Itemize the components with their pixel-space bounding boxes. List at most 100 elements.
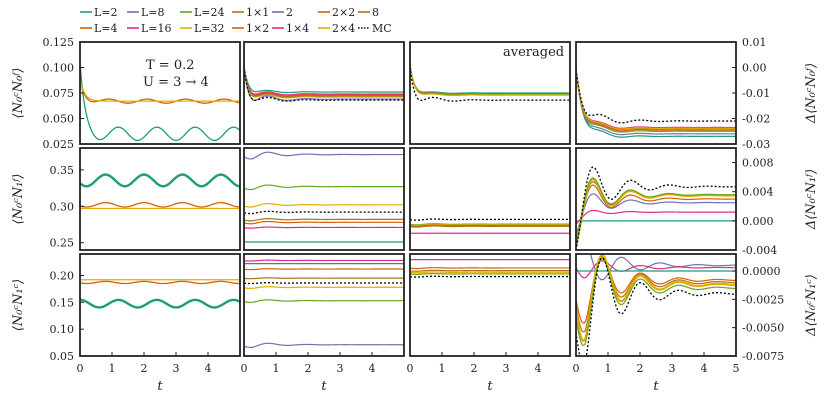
- y-tick-label: 0.10: [50, 323, 75, 336]
- x-tick-label: 1: [605, 362, 612, 375]
- x-tick-label: 0: [241, 362, 248, 375]
- legend-item: L=16: [127, 22, 172, 35]
- series-line: [244, 277, 404, 280]
- y-tick-label: 0.008: [742, 157, 774, 170]
- y-tick-label: 0.100: [43, 62, 75, 75]
- panel-frame: [409, 253, 571, 357]
- panel-background: [576, 254, 736, 356]
- series-line: [244, 342, 404, 349]
- panel-series: [410, 259, 570, 278]
- panel-series: [576, 68, 736, 138]
- y-tick-label: 0.15: [50, 296, 75, 309]
- panel-frame: [575, 147, 737, 251]
- x-tick-label: 0: [77, 362, 84, 375]
- series-line: [80, 173, 240, 188]
- series-line: [576, 68, 736, 132]
- y-axis-label-left: ⟨N₀ᶜN₁ᶜ⟩: [11, 279, 26, 331]
- series-line: [410, 267, 570, 270]
- x-tick-label: 4: [535, 362, 542, 375]
- panel-r0-c0: [79, 41, 241, 145]
- series-line: [410, 275, 570, 278]
- panel-series: [244, 151, 404, 243]
- y-tick-label: 0.00: [742, 62, 767, 75]
- legend-label: 1×4: [286, 22, 309, 35]
- panel-r1-c1: [243, 147, 405, 251]
- legend-item: 2×4: [318, 22, 355, 35]
- legend-item: L=32: [180, 22, 225, 35]
- y-tick-label: -0.0075: [742, 350, 784, 363]
- series-line: [244, 67, 404, 101]
- series-line: [410, 66, 570, 102]
- legend-label: L=8: [141, 6, 165, 19]
- legend-label: L=4: [94, 22, 118, 35]
- y-tick-label: 0.01: [742, 36, 767, 49]
- y-tick-label: -0.03: [742, 138, 770, 151]
- panel-series: [576, 166, 736, 250]
- legend-label: 8: [372, 6, 379, 19]
- y-tick-label: 0.000: [742, 215, 774, 228]
- y-tick-label: 0.004: [742, 186, 774, 199]
- series-line: [576, 257, 736, 356]
- series-line: [410, 218, 570, 221]
- panel-series: [576, 254, 736, 356]
- series-line: [244, 226, 404, 229]
- y-axis-label-right: Δ⟨N₀ᶜN₁ᶜ⟩: [804, 274, 819, 337]
- x-tick-label: 1: [273, 362, 280, 375]
- x-tick-label: 3: [173, 362, 180, 375]
- panel-frame: [409, 147, 571, 251]
- series-line: [410, 225, 570, 228]
- legend-item: 2: [272, 6, 293, 19]
- panel-series: [80, 279, 240, 309]
- panel-background: [80, 148, 240, 250]
- legend-label: L=24: [194, 6, 225, 19]
- panel-frame: [243, 253, 405, 357]
- legend-label: 2×4: [332, 22, 355, 35]
- legend-label: 2×2: [332, 6, 355, 19]
- series-line: [244, 66, 404, 98]
- panel-r1-c3: [575, 147, 737, 251]
- y-tick-label: 0.075: [43, 87, 75, 100]
- panel-background: [410, 148, 570, 250]
- series-line: [589, 254, 736, 281]
- series-line: [244, 203, 404, 208]
- y-tick-label: 0.050: [43, 113, 75, 126]
- panel-frame: [243, 41, 405, 145]
- x-axis-label: t: [653, 379, 659, 394]
- y-tick-label: 0.30: [50, 200, 75, 213]
- series-line: [410, 269, 570, 272]
- series-line: [410, 223, 570, 226]
- panel-r0-c2: [409, 41, 571, 145]
- panel-frame: [79, 147, 241, 251]
- y-tick-label: 0.0000: [742, 265, 781, 278]
- series-line: [80, 79, 240, 102]
- x-tick-label: 5: [733, 362, 740, 375]
- panel-series: [410, 64, 570, 102]
- series-line: [576, 184, 736, 243]
- x-tick-label: 2: [637, 362, 644, 375]
- x-tick-label: 3: [337, 362, 344, 375]
- panel-r2-c2: [409, 253, 571, 357]
- panel-frame: [575, 253, 737, 357]
- series-line: [244, 66, 404, 102]
- series-line: [244, 268, 404, 271]
- legend-label: 2: [286, 6, 293, 19]
- x-tick-label: 1: [109, 362, 116, 375]
- panel-r2-c0: [79, 253, 241, 357]
- y-tick-label: -0.01: [742, 87, 770, 100]
- x-tick-label: 0: [407, 362, 414, 375]
- x-tick-label: 2: [305, 362, 312, 375]
- x-tick-label: 3: [669, 362, 676, 375]
- series-line: [576, 177, 736, 247]
- y-tick-label: -0.004: [742, 244, 777, 257]
- y-tick-label: -0.02: [742, 113, 770, 126]
- series-line: [244, 210, 404, 215]
- legend-label: L=2: [94, 6, 118, 19]
- y-tick-label: -0.0025: [742, 293, 784, 306]
- panel-background: [244, 148, 404, 250]
- panel-series: [244, 259, 404, 349]
- series-line: [576, 68, 736, 130]
- legend-item: L=24: [180, 6, 225, 19]
- panel-r2-c1: [243, 253, 405, 357]
- x-tick-label: 4: [701, 362, 708, 375]
- panel-background: [80, 42, 240, 144]
